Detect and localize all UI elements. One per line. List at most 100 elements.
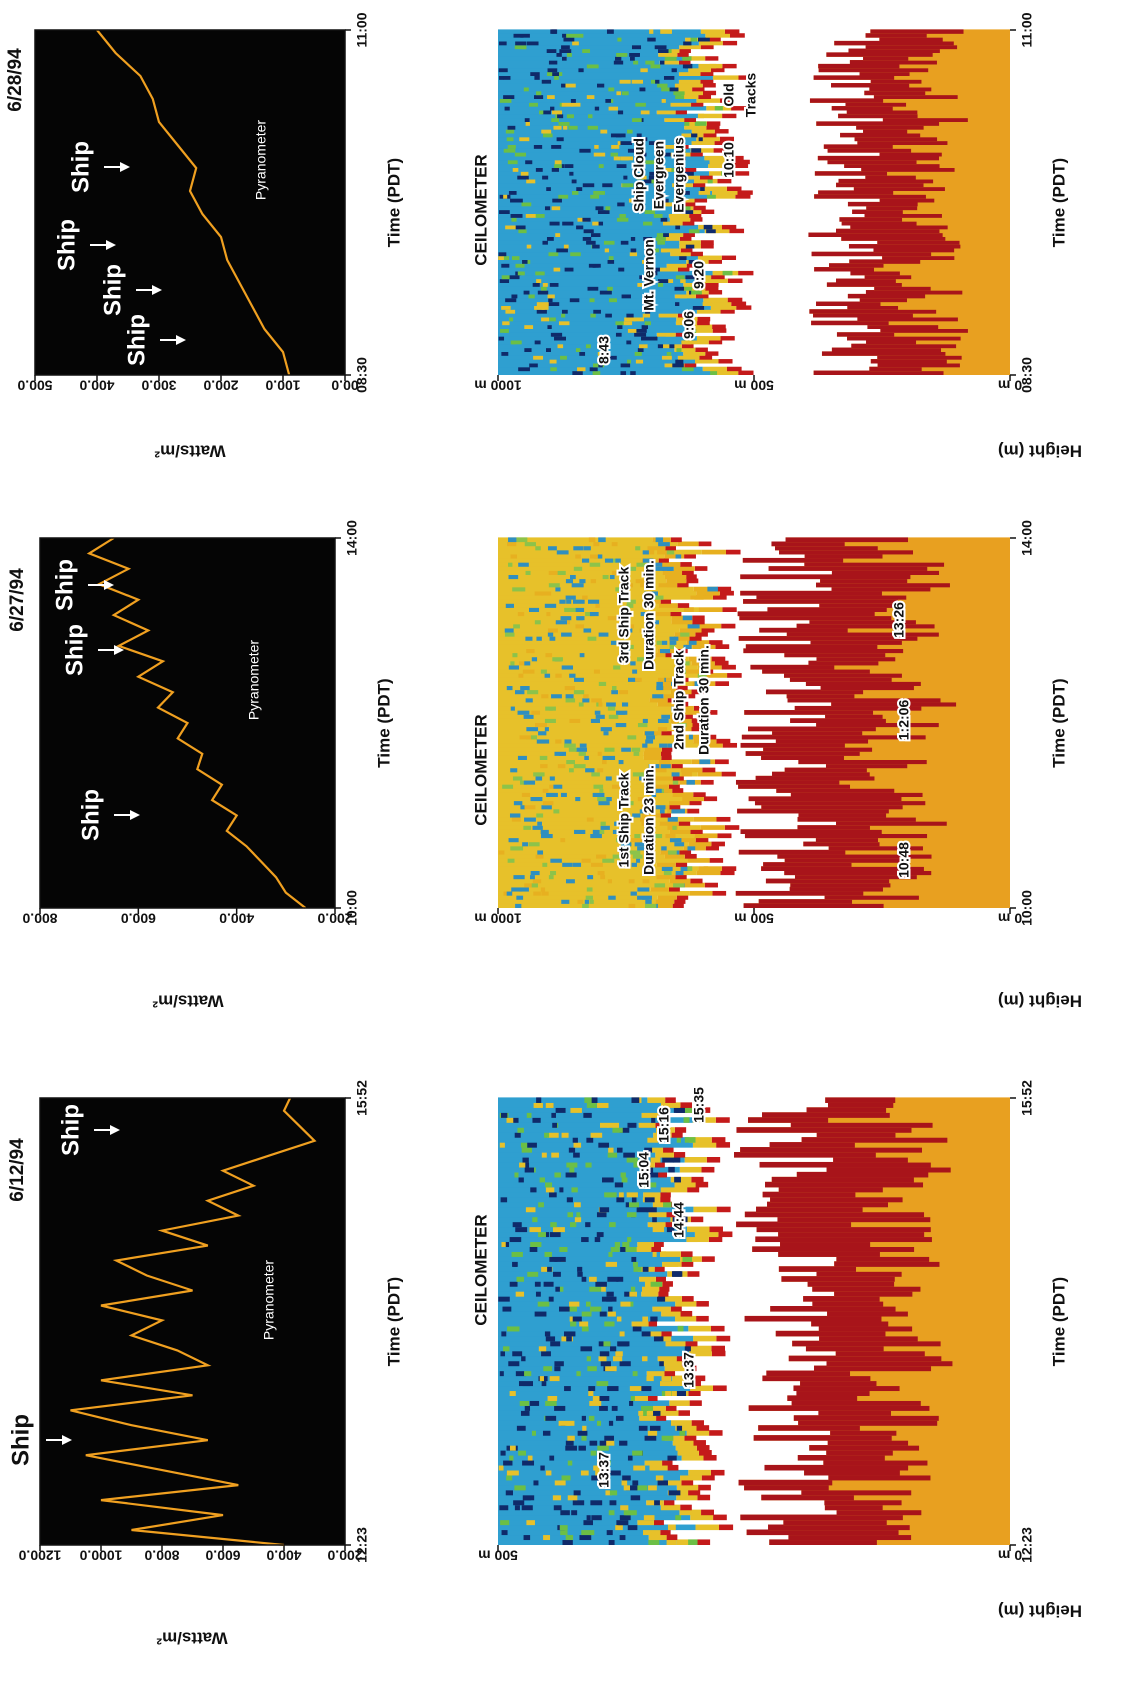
cloud-speck <box>503 194 508 199</box>
cloud-speck <box>575 347 581 352</box>
cloud-speck <box>607 1310 616 1317</box>
cloud-speck <box>633 1266 642 1272</box>
cloud-speck <box>582 48 591 53</box>
cloud-speck <box>654 1499 660 1506</box>
cloud-speck <box>565 578 574 584</box>
surface-layer-strong <box>801 1137 948 1143</box>
cloud-speck <box>606 701 616 707</box>
cloud-layer <box>708 339 723 345</box>
cloud-layer <box>498 1216 671 1223</box>
surface-layer-strong <box>796 1390 870 1396</box>
cloud-speck <box>644 730 655 736</box>
cloud-speck <box>615 1415 624 1421</box>
cloud-layer <box>712 328 727 333</box>
cloud-speck <box>548 297 553 303</box>
cloud-speck <box>656 232 664 237</box>
cloud-speck <box>665 833 676 839</box>
cloud-speck <box>660 152 671 157</box>
surface-layer-strong <box>831 347 941 352</box>
cloud-layer <box>688 1345 712 1352</box>
cloud-speck <box>608 86 615 92</box>
ship-label: Ship <box>57 1104 84 1156</box>
cloud-speck <box>523 825 532 830</box>
cloud-layer <box>498 1390 669 1396</box>
surface-layer-strong <box>740 574 911 580</box>
cloud-speck <box>614 1181 624 1188</box>
cloud-speck <box>515 903 522 908</box>
cloud-speck <box>669 636 679 641</box>
cloud-speck <box>516 1425 526 1431</box>
cloud-speck <box>700 656 709 662</box>
cloud-speck <box>523 86 529 92</box>
cloud-layer <box>498 86 672 92</box>
cloud-layer <box>700 71 714 76</box>
cloud-speck <box>550 29 557 34</box>
cloud-speck <box>699 759 711 765</box>
cloud-speck <box>593 541 600 547</box>
cloud-layer <box>677 582 689 588</box>
cloud-speck <box>506 136 514 142</box>
cloud-speck <box>629 1385 642 1392</box>
x-tick-label: 14:00 <box>1019 520 1035 556</box>
cloud-speck <box>560 1529 568 1536</box>
cloud-speck <box>571 102 581 107</box>
cloud-layer <box>498 1137 690 1143</box>
cloud-layer <box>498 113 699 119</box>
cloud-speck <box>638 1410 644 1416</box>
cloud-speck <box>558 121 570 126</box>
y-tick-label: 200.0 <box>327 1547 362 1563</box>
track-label: 15:16 <box>656 1107 672 1143</box>
cloud-layer <box>498 1539 677 1545</box>
cloud-layer <box>729 228 745 234</box>
cloud-layer <box>721 255 737 260</box>
cloud-speck <box>597 870 605 876</box>
cloud-layer <box>700 244 714 249</box>
surface-layer-strong <box>816 1271 902 1277</box>
cloud-speck <box>591 1097 598 1103</box>
cloud-speck <box>635 152 647 157</box>
cloud-speck <box>604 747 615 752</box>
cloud-speck <box>657 83 668 88</box>
surface-layer-strong <box>752 1246 915 1252</box>
cloud-layer <box>676 895 689 900</box>
cloud-layer <box>498 1102 661 1108</box>
surface-layer-strong <box>841 221 917 226</box>
cloud-layer <box>659 1286 670 1292</box>
cloud-speck <box>515 1370 527 1377</box>
cloud-layer <box>677 52 689 57</box>
cloud-speck <box>539 1375 544 1382</box>
cloud-speck <box>517 710 530 715</box>
cloud-speck <box>698 190 711 195</box>
cloud-layer <box>678 79 701 84</box>
cloud-layer <box>498 351 684 356</box>
cloud-speck <box>621 1479 628 1486</box>
cloud-layer <box>699 175 713 180</box>
cloud-speck <box>510 213 523 218</box>
cloud-speck <box>540 763 548 769</box>
ship-label: Ship <box>51 559 78 611</box>
cloud-speck <box>636 1206 648 1213</box>
cloud-speck <box>531 710 541 715</box>
y-tick-label: 100.0 <box>265 377 300 393</box>
cloud-speck <box>707 178 713 184</box>
cloud-speck <box>587 874 594 880</box>
surface-layer-strong <box>771 1176 914 1183</box>
cloud-layer <box>642 1286 660 1292</box>
cloud-speck <box>597 83 605 88</box>
track-label: Evergenius <box>671 137 687 213</box>
cloud-speck <box>646 590 658 596</box>
surface-layer-strong <box>861 167 955 172</box>
cloud-speck <box>523 714 534 719</box>
cloud-layer <box>695 347 708 352</box>
cloud-speck <box>545 1102 554 1108</box>
cloud-speck <box>675 1514 682 1521</box>
cloud-speck <box>646 305 656 310</box>
cloud-speck <box>561 102 573 107</box>
cloud-layer <box>666 578 687 584</box>
cloud-speck <box>570 251 581 257</box>
cloud-layer <box>498 1276 640 1282</box>
cloud-speck <box>566 1196 573 1203</box>
surface-layer-strong <box>828 1474 931 1481</box>
cloud-layer <box>705 282 719 287</box>
surface-layer-strong <box>778 1231 925 1238</box>
